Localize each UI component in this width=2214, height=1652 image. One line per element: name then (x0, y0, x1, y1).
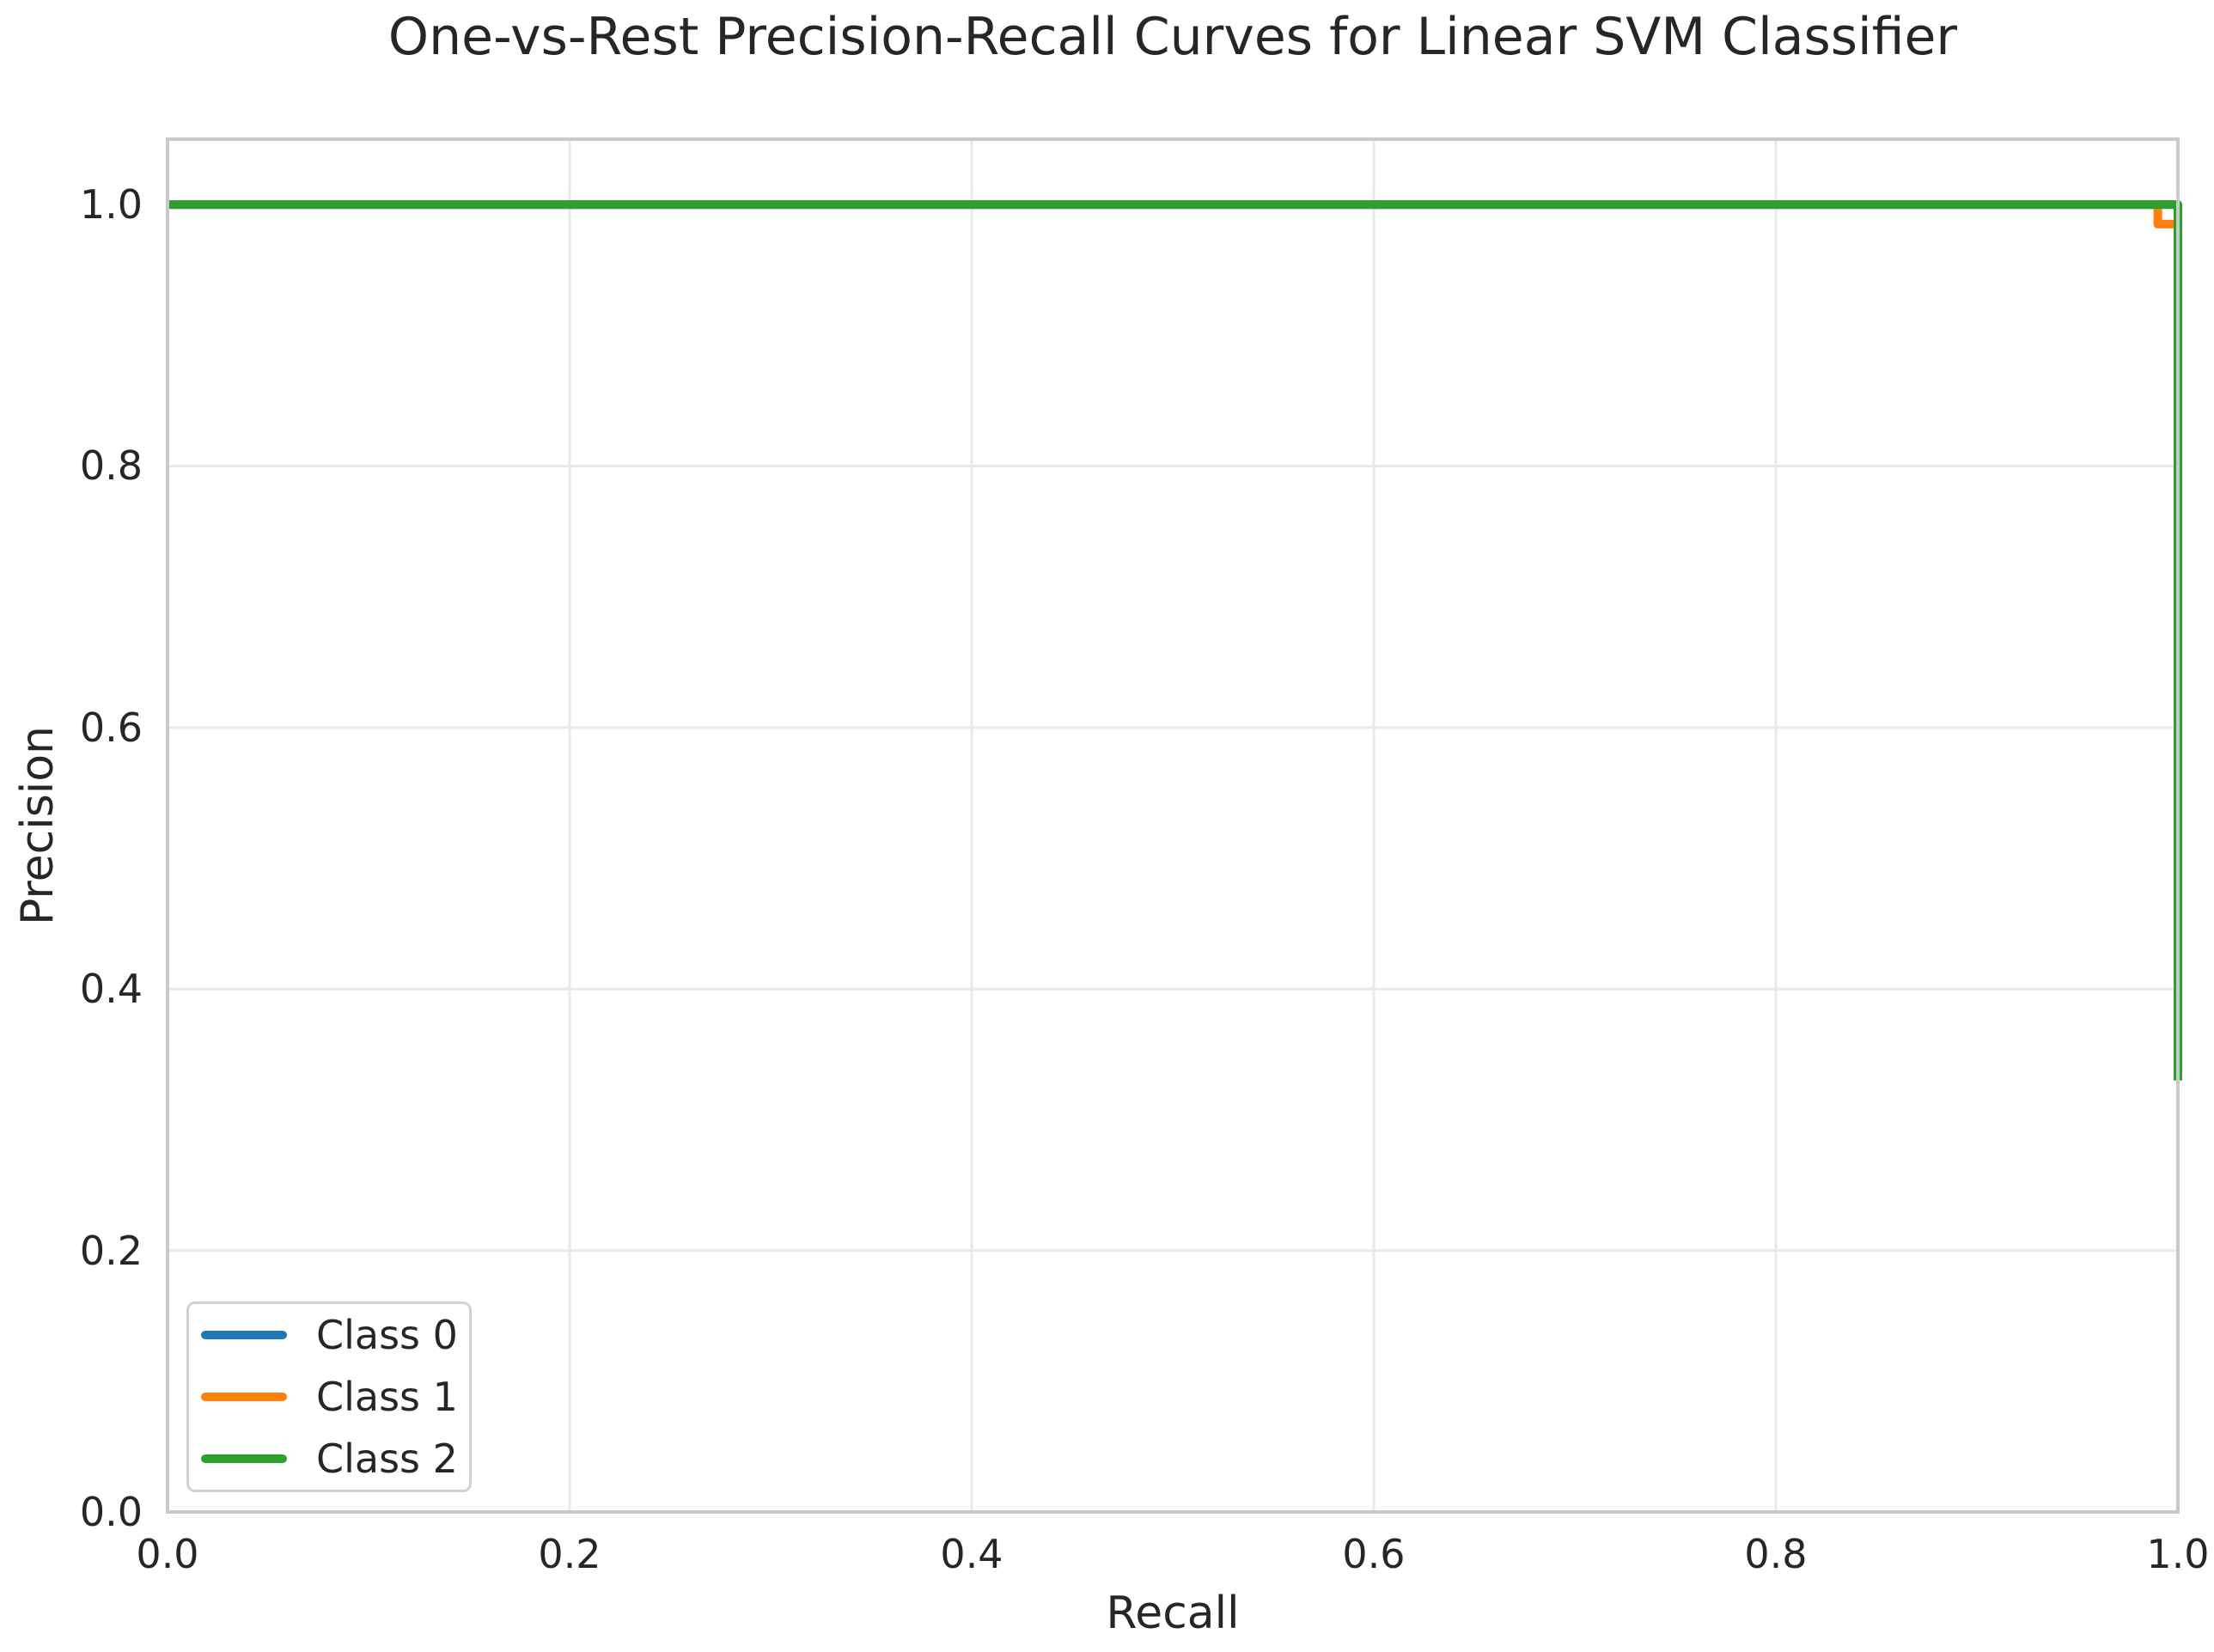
y-tick-label: 0.4 (79, 966, 143, 1013)
legend-item-class-0: Class 0 (201, 1312, 469, 1358)
x-tick-label: 0.2 (538, 1531, 601, 1577)
axes-spines (166, 137, 2180, 1514)
legend-item-class-1: Class 1 (201, 1374, 469, 1420)
x-tick-label: 0.0 (136, 1531, 199, 1577)
legend-item-class-2: Class 2 (201, 1436, 469, 1482)
chart-title: One-vs-Rest Precision-Recall Curves for … (387, 7, 1958, 67)
y-tick-label: 1.0 (79, 181, 143, 229)
legend: Class 0 Class 1 Class 2 (186, 1301, 472, 1492)
y-tick-label: 0.8 (79, 442, 143, 490)
x-tick-label: 0.8 (1744, 1531, 1808, 1577)
y-tick-label: 0.0 (79, 1489, 143, 1535)
legend-label: Class 2 (316, 1436, 458, 1482)
legend-label: Class 1 (316, 1374, 458, 1420)
x-tick-label: 0.4 (940, 1531, 1003, 1577)
legend-swatch-class-0 (201, 1331, 287, 1339)
y-tick-label: 0.2 (79, 1227, 143, 1274)
x-tick-label: 1.0 (2146, 1531, 2210, 1577)
legend-swatch-class-2 (201, 1454, 287, 1463)
y-tick-label: 0.6 (79, 704, 143, 751)
legend-swatch-class-1 (201, 1393, 287, 1401)
x-axis-label: Recall (1106, 1588, 1240, 1639)
x-tick-label: 0.6 (1342, 1531, 1406, 1577)
legend-label: Class 0 (316, 1312, 458, 1358)
y-axis-label: Precision (12, 725, 64, 926)
series-line-class-2 (168, 200, 2182, 1081)
